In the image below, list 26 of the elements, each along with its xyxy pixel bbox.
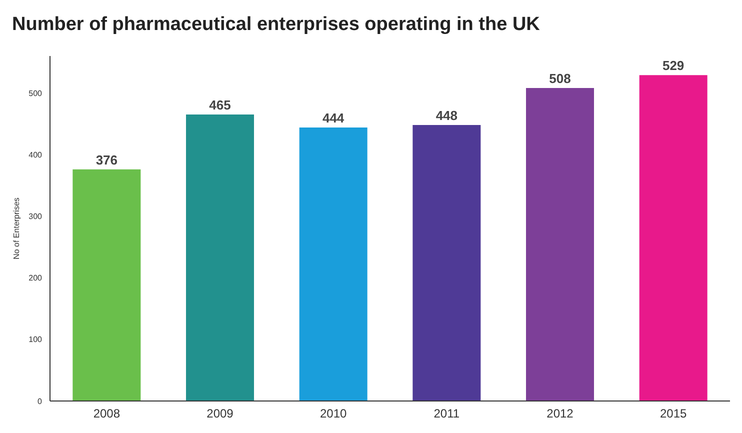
bar bbox=[72, 169, 141, 401]
x-tick-label: 2015 bbox=[660, 406, 688, 421]
data-label: 508 bbox=[549, 71, 571, 86]
bar bbox=[412, 125, 481, 401]
y-tick-label: 300 bbox=[28, 212, 43, 222]
y-axis-title: No of Enterprises bbox=[12, 198, 21, 260]
x-tick-label: 2012 bbox=[546, 406, 574, 421]
y-tick-label: 400 bbox=[28, 150, 43, 160]
x-tick-label: 2011 bbox=[434, 406, 460, 421]
data-label: 444 bbox=[322, 110, 345, 126]
bar bbox=[639, 75, 708, 401]
bar bbox=[526, 88, 594, 401]
y-tick-label: 200 bbox=[28, 274, 43, 283]
data-label: 376 bbox=[96, 152, 118, 168]
x-tick-label: 2010 bbox=[320, 406, 348, 421]
y-tick-label: 0 bbox=[38, 396, 43, 406]
chart-title: Number of pharmaceutical enterprises operating in the UK bbox=[11, 13, 541, 37]
data-label: 465 bbox=[209, 98, 231, 113]
bar bbox=[299, 127, 368, 401]
bar bbox=[186, 114, 254, 401]
data-label: 448 bbox=[436, 108, 458, 123]
y-tick-label: 100 bbox=[28, 335, 43, 344]
x-tick-label: 2009 bbox=[206, 406, 234, 421]
x-tick-label: 2008 bbox=[93, 406, 120, 421]
data-label: 529 bbox=[662, 58, 684, 74]
y-tick-label: 500 bbox=[28, 88, 43, 98]
